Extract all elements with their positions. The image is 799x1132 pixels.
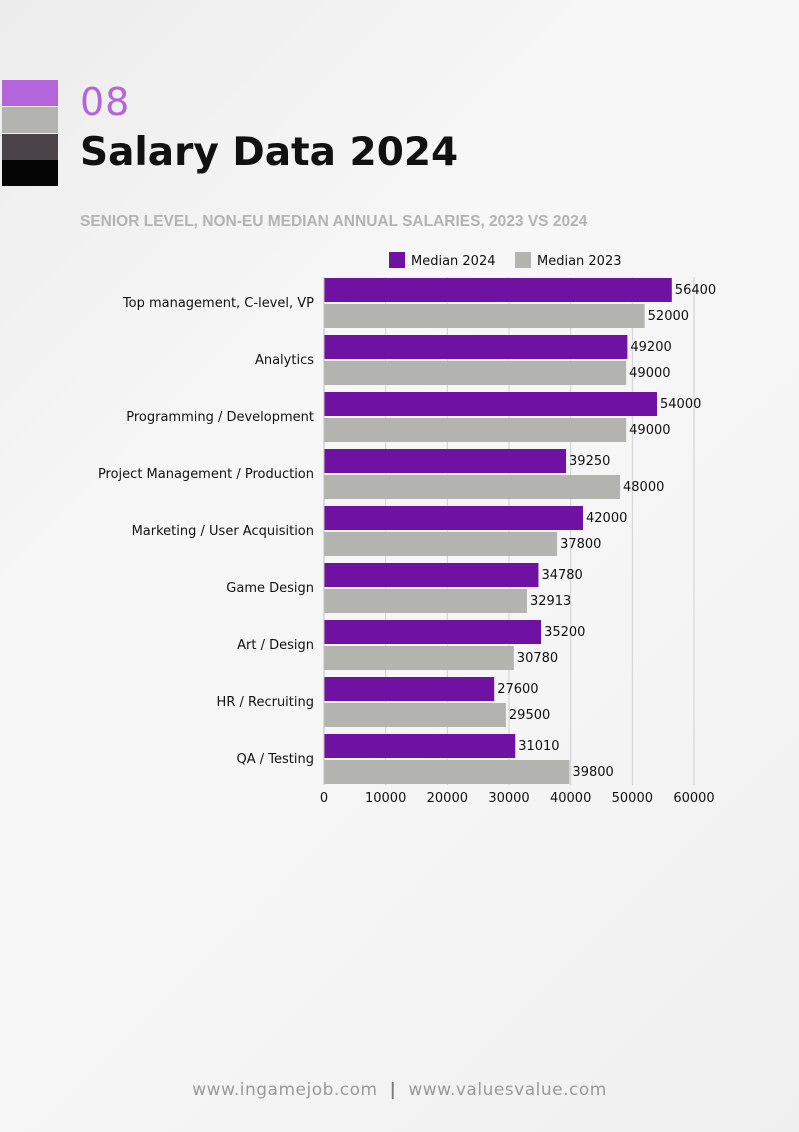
- x-tick-label: 40000: [550, 791, 591, 806]
- color-swatch-dark: [2, 134, 58, 160]
- bar: [324, 677, 495, 701]
- data-label: 35200: [544, 625, 585, 640]
- bar: [324, 449, 567, 473]
- data-label: 30780: [517, 651, 558, 666]
- data-label: 29500: [509, 708, 550, 723]
- x-tick-label: 0: [320, 791, 328, 806]
- data-label: 39250: [569, 454, 610, 469]
- footer-separator: |: [389, 1080, 397, 1100]
- footer-link-valuesvalue[interactable]: www.valuesvalue.com: [408, 1080, 607, 1100]
- category-label: QA / Testing: [237, 752, 314, 767]
- bar: [324, 361, 627, 385]
- data-label: 37800: [560, 537, 601, 552]
- category-label: HR / Recruiting: [217, 695, 314, 710]
- data-label: 48000: [623, 480, 664, 495]
- color-swatch-purple: [2, 80, 58, 106]
- legend-label: Median 2024: [411, 254, 496, 269]
- bar: [324, 620, 542, 644]
- bar: [324, 703, 506, 727]
- legend-swatch: [389, 252, 405, 268]
- bar: [324, 506, 583, 530]
- bar: [324, 418, 627, 442]
- bar: [324, 532, 558, 556]
- data-label: 31010: [518, 739, 559, 754]
- footer-link-ingamejob[interactable]: www.ingamejob.com: [192, 1080, 378, 1100]
- data-label: 27600: [497, 682, 538, 697]
- legend-swatch: [515, 252, 531, 268]
- x-tick-label: 10000: [365, 791, 406, 806]
- bar: [324, 392, 657, 416]
- bar: [324, 734, 516, 758]
- data-label: 32913: [530, 594, 571, 609]
- bar: [324, 278, 672, 302]
- data-label: 34780: [541, 568, 582, 583]
- category-label: Analytics: [255, 353, 314, 368]
- color-swatch-gray: [2, 107, 58, 133]
- bar: [324, 335, 628, 359]
- category-label: Project Management / Production: [98, 467, 314, 482]
- category-label: Top management, C-level, VP: [122, 296, 314, 311]
- page-title: Salary Data 2024: [80, 130, 459, 175]
- bar: [324, 304, 645, 328]
- chart-subtitle: SENIOR LEVEL, NON-EU MEDIAN ANNUAL SALAR…: [80, 213, 588, 230]
- color-swatch-black: [2, 160, 58, 186]
- data-label: 42000: [586, 511, 627, 526]
- category-label: Art / Design: [237, 638, 314, 653]
- category-label: Programming / Development: [126, 410, 314, 425]
- salary-bar-chart: 0 10000 20000 30000 40000 50000 60000 Top manag…: [98, 252, 716, 806]
- data-label: 49000: [629, 366, 670, 381]
- bar: [324, 646, 514, 670]
- bar: [324, 760, 570, 784]
- x-tick-label: 60000: [673, 791, 714, 806]
- footer: www.ingamejob.com | www.valuesvalue.com: [0, 1080, 799, 1100]
- legend-label: Median 2023: [537, 254, 622, 269]
- category-label: Game Design: [226, 581, 314, 596]
- data-label: 52000: [648, 309, 689, 324]
- category-label: Marketing / User Acquisition: [132, 524, 314, 539]
- data-label: 56400: [675, 283, 716, 298]
- bar: [324, 475, 620, 499]
- data-label: 49000: [629, 423, 670, 438]
- bar: [324, 589, 527, 613]
- x-tick-label: 50000: [612, 791, 653, 806]
- data-label: 54000: [660, 397, 701, 412]
- bar: [324, 563, 539, 587]
- data-label: 49200: [630, 340, 671, 355]
- x-tick-label: 20000: [427, 791, 468, 806]
- x-tick-label: 30000: [488, 791, 529, 806]
- data-label: 39800: [572, 765, 613, 780]
- section-number: 08: [80, 80, 131, 124]
